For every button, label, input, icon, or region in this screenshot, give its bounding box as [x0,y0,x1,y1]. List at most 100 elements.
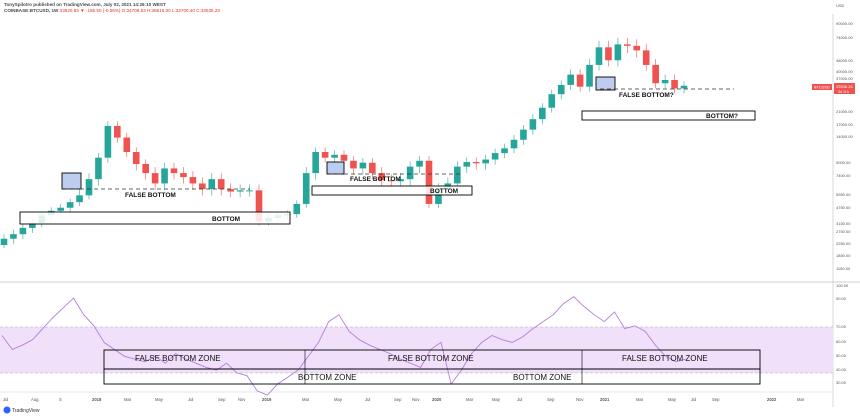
rsi-scale-label: 70.00 [836,324,847,329]
candle-body [246,190,253,192]
time-axis-label: Jul [517,397,522,402]
highlight-box-2017 [61,172,82,190]
candle-body [29,222,36,228]
time-axis-label: May [668,397,677,402]
time-axis-label: Nov [238,397,246,402]
time-axis-label: Mar [124,397,132,402]
current-price-tag [834,83,855,94]
candle-body [227,189,234,192]
rsi-scale[interactable]: 100.00 90.00 70.00 60.00 50.00 40.00 30.00 [836,283,849,385]
price-scale-label: 4750.00 [836,205,851,210]
price-scale-label: 2750.00 [836,229,851,234]
candle-body [208,179,216,190]
bottom-box-3 [581,110,756,121]
candle-body [350,160,357,169]
time-axis-label: Jul [188,397,193,402]
candle-body [104,126,112,158]
candle-body [406,166,414,180]
candle-body [491,153,499,160]
label-bottom-3: BOTTOM? [706,113,738,120]
time-axis-label: 2022 [767,397,777,402]
price-scale-label: 9000.00 [836,160,851,165]
candle-body [435,189,442,204]
time-axis[interactable]: Jul Aug S 2018 Mar May Jul Sep Nov 2019 Mar May Jul S… [3,397,805,402]
candle-body [463,162,471,167]
time-axis-label: Mar [636,397,644,402]
candle-body [369,162,376,174]
label-rsi-bottom-zone-2: BOTTOM ZONE [513,373,572,382]
price-scale-label: 1150.00 [836,266,851,271]
candle-body [19,227,27,235]
candle-body [482,159,489,164]
time-axis-label: Nov [576,397,584,402]
candle-body [454,166,461,184]
bottom-box-1 [19,211,291,225]
price-scale-label: 7400.00 [836,173,851,178]
price-scale-label: 90000.00 [836,21,853,26]
candle-body [605,47,612,61]
symbol-name: COINBASE:BTCUSD, 1W [4,8,59,13]
candle-body [501,148,508,154]
time-axis-label: Jul [365,397,370,402]
price-scale-label: 40000.00 [836,69,853,74]
candle-body [397,179,404,182]
candle-body [586,64,593,87]
price-scale-label: 17000.00 [836,122,853,127]
candle-body [652,64,659,84]
candle-body [199,183,206,190]
candle-body [624,44,631,46]
current-price-label: 33536.26 [836,84,853,89]
label-rsi-bottom-zone-1: BOTTOM ZONE [298,373,357,382]
candle-body [331,154,338,158]
candle-body [189,177,197,184]
candle-body [567,74,574,85]
price-scale[interactable]: USD 90000.00 74000.00 48000.00 40000.00 37000… [836,3,853,271]
candle-body [378,173,386,181]
rsi-scale-label: 90.00 [836,296,847,301]
price-scale-label: 14000.00 [836,134,853,139]
price-scale-label: 21000.00 [836,109,853,114]
candle-body [671,80,678,89]
candle-body [302,173,310,204]
candle-body [633,45,641,51]
tradingview-logo-icon [3,406,11,414]
candle-body [529,119,537,130]
candle-body [217,179,225,190]
label-rsi-false-zone-3: FALSE BOTTOM ZONE [622,354,708,363]
candle-body [10,234,17,239]
candle-body [680,85,688,89]
candle-body [557,84,565,95]
price-scale-label: 48000.00 [836,58,853,63]
symbol-line: COINBASE:BTCUSD, 1W 33520.83 ▼ -186.50 (… [4,8,220,13]
time-axis-label: Mar [797,397,805,402]
time-axis-label: 2019 [262,397,272,402]
label-false-bottom-2: FALSE BOTTOM [350,176,401,183]
time-axis-label: Aug [31,397,39,402]
highlight-box-2019 [326,161,345,175]
candle-body [95,157,102,180]
candle-body [66,202,74,208]
price-scale-label: 37000.00 [836,76,853,81]
price-scale-label: 2250.00 [836,241,851,246]
rsi-scale-label: 50.00 [836,353,847,358]
time-axis-label: 2018 [92,397,102,402]
time-axis-label: Nov [412,397,420,402]
candle-body [510,139,518,149]
candle-body [76,195,83,203]
symbol-tag-text: BTCUSD [814,86,830,90]
price-scale-label: 1850.00 [836,253,851,258]
rsi-scale-label: 40.00 [836,367,847,372]
time-axis-label: S [59,397,62,402]
rsi-scale-label: 30.00 [836,380,847,385]
candle-body [57,207,64,211]
candle-body [180,173,187,178]
candle-body [321,152,329,158]
price-scale-label: 5950.00 [836,192,851,197]
candle-body [293,203,301,215]
candle-body [123,137,131,153]
time-axis-label: Sep [547,397,555,402]
time-axis-label: May [155,397,164,402]
label-false-bottom-1: FALSE BOTTOM [125,192,176,199]
